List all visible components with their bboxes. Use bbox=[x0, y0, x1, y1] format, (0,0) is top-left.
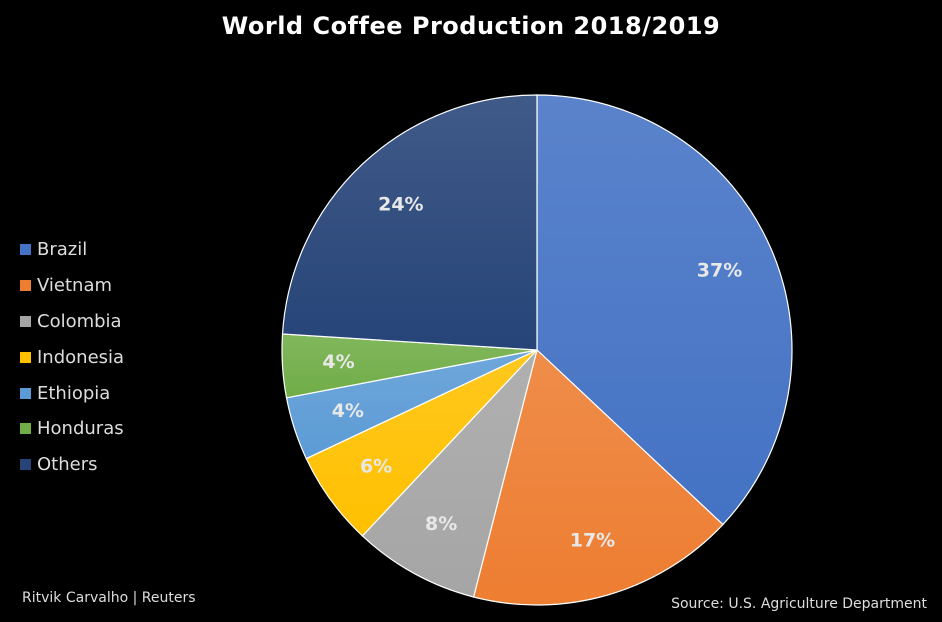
legend-item-ethiopia: Ethiopia bbox=[20, 375, 220, 411]
pie-slice-brazil bbox=[536, 94, 793, 526]
chart-title: World Coffee Production 2018/2019 bbox=[221, 12, 721, 40]
slice-label-vietnam: 17% bbox=[570, 530, 615, 552]
pie-slice-vietnam bbox=[472, 348, 724, 606]
credit-text: Ritvik Carvalho | Reuters bbox=[22, 590, 196, 606]
slice-label-indonesia: 6% bbox=[360, 455, 392, 477]
legend-label: Indonesia bbox=[37, 346, 125, 368]
legend-label: Others bbox=[37, 454, 98, 476]
source-text: Source: U.S. Agriculture Department bbox=[671, 596, 927, 612]
chart-legend: Brazil Vietnam Colombia Indonesia Ethiopia Ho… bbox=[20, 232, 220, 483]
legend-swatch bbox=[20, 459, 31, 471]
legend-label: Honduras bbox=[37, 418, 124, 440]
pie-slice-labels: 37% 17% 8% 6% 4% 4% 24% bbox=[322, 194, 742, 552]
legend-swatch bbox=[20, 387, 31, 399]
slice-label-brazil: 37% bbox=[697, 260, 742, 282]
legend-swatch bbox=[20, 351, 31, 363]
legend-label: Vietnam bbox=[37, 275, 113, 297]
slice-label-others: 24% bbox=[378, 194, 423, 216]
legend-swatch bbox=[20, 315, 31, 327]
legend-label: Colombia bbox=[37, 310, 122, 332]
legend-swatch bbox=[20, 423, 31, 435]
legend-label: Brazil bbox=[37, 239, 88, 261]
legend-item-colombia: Colombia bbox=[20, 304, 220, 340]
legend-item-vietnam: Vietnam bbox=[20, 268, 220, 304]
slice-label-honduras: 4% bbox=[322, 351, 354, 373]
pie-slice-colombia bbox=[361, 349, 538, 598]
legend-label: Ethiopia bbox=[37, 382, 111, 404]
legend-swatch bbox=[20, 244, 31, 256]
legend-item-others: Others bbox=[20, 447, 220, 483]
slice-label-colombia: 8% bbox=[425, 513, 457, 535]
legend-item-brazil: Brazil bbox=[20, 232, 220, 268]
pie-slices bbox=[281, 94, 793, 606]
legend-item-indonesia: Indonesia bbox=[20, 339, 220, 375]
legend-item-honduras: Honduras bbox=[20, 411, 220, 447]
slice-label-ethiopia: 4% bbox=[332, 400, 364, 422]
legend-swatch bbox=[20, 280, 31, 292]
pie-slice-others bbox=[281, 94, 538, 351]
